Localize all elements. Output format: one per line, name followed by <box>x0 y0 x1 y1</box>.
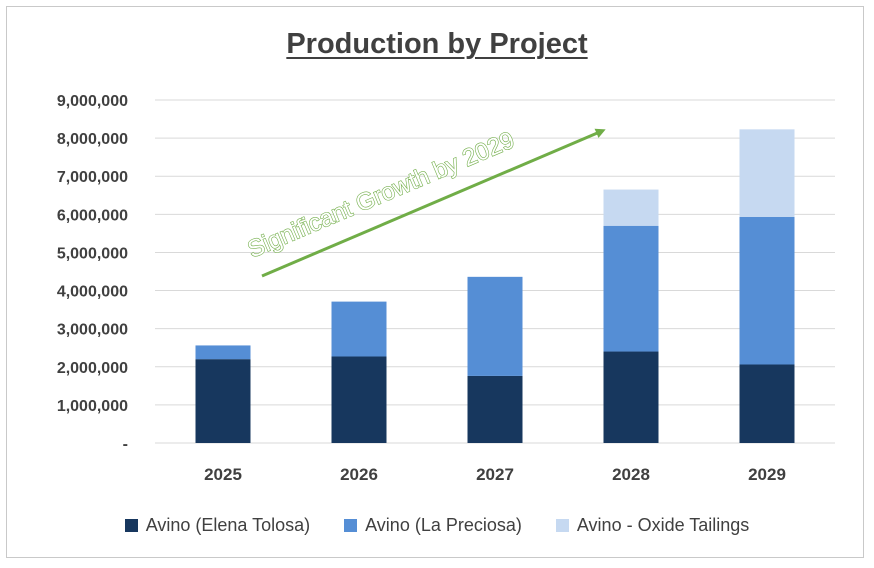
y-axis-ticks: - 1,000,000 2,000,000 3,000,000 4,000,000 5,0… <box>57 93 128 453</box>
bar-segment <box>331 301 387 357</box>
y-tick-label: 7,000,000 <box>57 169 128 186</box>
bar-segment <box>739 129 795 218</box>
bar-segment <box>603 189 659 226</box>
x-tick-label: 2027 <box>476 465 514 484</box>
legend-item: Avino (Elena Tolosa) <box>124 515 311 536</box>
bar-segment <box>603 351 659 443</box>
y-tick-label: 2,000,000 <box>57 360 128 377</box>
legend: Avino (Elena Tolosa) Avino (La Preciosa) A… <box>0 515 874 536</box>
legend-item: Avino (La Preciosa) <box>344 515 522 536</box>
bar-segment <box>467 375 523 443</box>
legend-swatch <box>124 519 138 532</box>
bar-segment <box>603 225 659 352</box>
annotation-text: Significant Growth by 2029 <box>244 127 519 264</box>
bar-segment <box>195 359 251 443</box>
x-tick-label: 2029 <box>748 465 786 484</box>
growth-annotation: Significant Growth by 2029 <box>243 126 606 278</box>
y-tick-label: 8,000,000 <box>57 131 128 148</box>
chart-frame <box>6 6 864 558</box>
y-tick-label: 3,000,000 <box>57 322 128 339</box>
legend-label: Avino (La Preciosa) <box>365 515 522 535</box>
y-tick-label: 9,000,000 <box>57 93 128 110</box>
chart-title: Production by Project <box>286 28 588 60</box>
legend-swatch <box>344 519 358 532</box>
x-axis-ticks: 2025 2026 2027 2028 2029 <box>204 465 786 484</box>
bar-segment <box>739 364 795 443</box>
y-tick-label: 4,000,000 <box>57 284 128 301</box>
growth-arrow <box>261 128 606 278</box>
y-tick-label: 1,000,000 <box>57 398 128 415</box>
legend-swatch <box>555 519 569 532</box>
y-tick-label: 5,000,000 <box>57 245 128 262</box>
y-tick-label: 6,000,000 <box>57 207 128 224</box>
x-tick-label: 2026 <box>340 465 378 484</box>
y-tick-label: - <box>123 436 128 453</box>
bar-segment <box>739 217 795 365</box>
legend-item: Avino - Oxide Tailings <box>555 515 750 536</box>
bar-segment <box>195 345 251 360</box>
legend-label: Avino - Oxide Tailings <box>576 515 750 535</box>
x-tick-label: 2028 <box>612 465 650 484</box>
x-tick-label: 2025 <box>204 465 242 484</box>
bar-segment <box>467 276 523 376</box>
legend-label: Avino (Elena Tolosa) <box>145 515 311 535</box>
bar-segment <box>331 356 387 443</box>
bars <box>195 129 795 443</box>
